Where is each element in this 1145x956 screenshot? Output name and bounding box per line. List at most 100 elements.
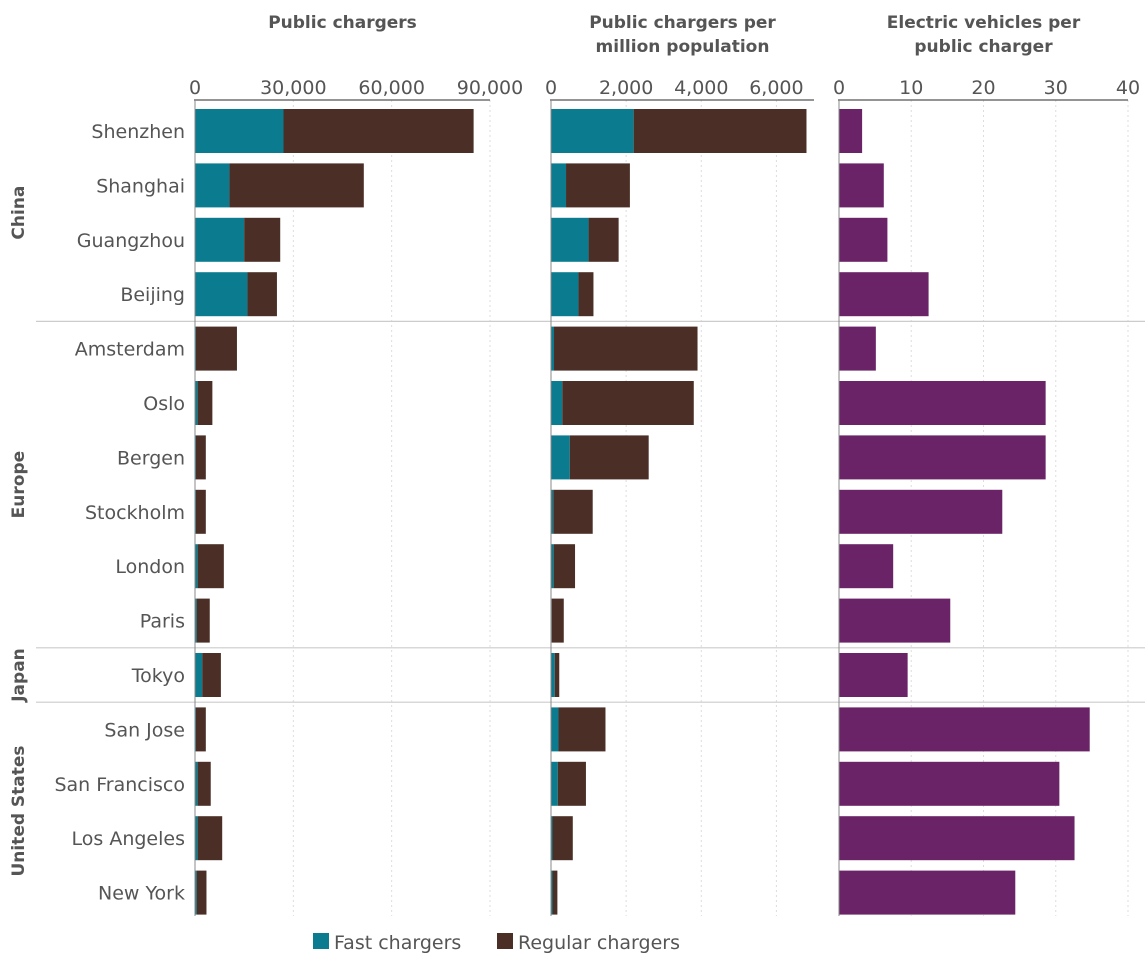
bar-chargers-per-million-san-jose-regular	[558, 707, 606, 752]
city-label-san-francisco: San Francisco	[54, 774, 185, 796]
bar-public-chargers-amsterdam-regular	[195, 326, 237, 371]
city-label-beijing: Beijing	[120, 284, 185, 306]
bar-chargers-per-million-stockholm-regular	[553, 489, 593, 534]
bar-public-chargers-paris-regular	[196, 598, 210, 643]
bar-public-chargers-beijing-regular	[247, 272, 277, 317]
legend-label-regular: Regular chargers	[518, 932, 680, 954]
tick-label-ev-per-charger-2: 20	[971, 77, 995, 99]
bar-public-chargers-san-francisco-fast	[195, 761, 198, 806]
city-label-shenzhen: Shenzhen	[91, 121, 185, 143]
bar-public-chargers-tokyo-regular	[202, 653, 221, 697]
panel-title-chargers-per-million-line-2: million population	[596, 37, 770, 57]
bar-layer	[195, 109, 1090, 915]
axis-layer: 0 30,000 60,000 90,000 0 2,000 4,000 6,000 0 10 20…	[189, 77, 1140, 916]
label-layer: Public chargers Public chargers per millio…	[9, 13, 1081, 905]
bar-chargers-per-million-amsterdam-regular	[554, 326, 698, 371]
tick-label-public-chargers-3: 90,000	[457, 77, 523, 99]
bar-public-chargers-paris-fast	[195, 598, 197, 643]
bar-chargers-per-million-los-angeles-regular	[552, 816, 573, 861]
bar-ev-per-charger-amsterdam-ev	[839, 326, 876, 371]
bar-chargers-per-million-amsterdam-fast	[551, 326, 555, 371]
bar-ev-per-charger-bergen-ev	[839, 435, 1046, 480]
bar-chargers-per-million-new-york-fast	[551, 870, 553, 915]
bar-chargers-per-million-tokyo-regular	[554, 653, 560, 697]
bar-ev-per-charger-stockholm-ev	[839, 489, 1003, 534]
bar-public-chargers-guangzhou-regular	[244, 217, 281, 262]
bar-ev-per-charger-san-francisco-ev	[839, 761, 1060, 806]
tick-label-public-chargers-0: 0	[189, 77, 201, 99]
tick-label-chargers-per-million-1: 2,000	[599, 77, 653, 99]
bar-ev-per-charger-oslo-ev	[839, 381, 1046, 425]
bar-ev-per-charger-paris-ev	[839, 598, 951, 643]
bar-chargers-per-million-shenzhen-regular	[633, 109, 807, 153]
bar-public-chargers-beijing-fast	[195, 272, 248, 317]
legend-label-fast: Fast chargers	[334, 932, 461, 954]
bar-chargers-per-million-shanghai-fast	[551, 163, 567, 208]
bar-chargers-per-million-london-fast	[551, 544, 554, 589]
tick-label-public-chargers-1: 30,000	[260, 77, 326, 99]
bar-ev-per-charger-san-jose-ev	[839, 707, 1090, 752]
bar-chargers-per-million-london-regular	[553, 544, 576, 589]
bar-chargers-per-million-stockholm-fast	[551, 489, 554, 534]
city-label-tokyo: Tokyo	[131, 665, 185, 687]
bar-chargers-per-million-new-york-regular	[552, 870, 558, 915]
tick-label-ev-per-charger-1: 10	[899, 77, 923, 99]
bar-chargers-per-million-oslo-regular	[562, 381, 694, 425]
bar-ev-per-charger-los-angeles-ev	[839, 816, 1075, 861]
bar-ev-per-charger-new-york-ev	[839, 870, 1016, 915]
bar-public-chargers-shanghai-fast	[195, 163, 230, 208]
city-label-oslo: Oslo	[143, 393, 185, 415]
bar-public-chargers-guangzhou-fast	[195, 217, 245, 262]
panel-title-ev-per-charger-line-2: public charger	[914, 37, 1053, 57]
bar-chargers-per-million-beijing-regular	[578, 272, 594, 317]
bar-public-chargers-san-francisco-regular	[197, 761, 211, 806]
city-label-shanghai: Shanghai	[96, 175, 185, 197]
bar-chargers-per-million-guangzhou-regular	[588, 217, 619, 262]
legend: Fast chargers Regular chargers	[313, 932, 680, 954]
bar-public-chargers-london-regular	[197, 544, 224, 589]
bar-chargers-per-million-san-jose-fast	[551, 707, 559, 752]
panel-title-ev-per-charger-line-1: Electric vehicles per	[887, 13, 1081, 33]
bar-public-chargers-stockholm-regular	[195, 489, 206, 534]
tick-label-ev-per-charger-4: 40	[1116, 77, 1140, 99]
bar-public-chargers-london-fast	[195, 544, 198, 589]
bar-chargers-per-million-shanghai-regular	[566, 163, 630, 208]
bar-ev-per-charger-shenzhen-ev	[839, 109, 863, 153]
city-label-guangzhou: Guangzhou	[77, 230, 185, 252]
tick-label-ev-per-charger-3: 30	[1044, 77, 1068, 99]
bar-chargers-per-million-bergen-fast	[551, 435, 570, 480]
group-dividers	[36, 320, 1145, 703]
bar-chargers-per-million-los-angeles-fast	[551, 816, 553, 861]
tick-label-ev-per-charger-0: 0	[833, 77, 845, 99]
tick-label-chargers-per-million-3: 6,000	[749, 77, 803, 99]
city-label-stockholm: Stockholm	[85, 502, 185, 524]
legend-swatch-fast	[313, 933, 329, 949]
region-label-united-states: United States	[9, 745, 29, 876]
bar-public-chargers-shenzhen-regular	[283, 109, 474, 153]
bar-ev-per-charger-beijing-ev	[839, 272, 929, 317]
bar-public-chargers-san-jose-regular	[195, 707, 206, 752]
tick-label-chargers-per-million-2: 4,000	[674, 77, 728, 99]
region-label-europe: Europe	[9, 451, 29, 518]
bar-public-chargers-bergen-regular	[195, 435, 206, 480]
city-label-new-york: New York	[98, 883, 185, 905]
bar-ev-per-charger-london-ev	[839, 544, 894, 589]
city-label-london: London	[115, 556, 185, 578]
bar-public-chargers-los-angeles-regular	[197, 816, 223, 861]
bar-public-chargers-new-york-fast	[195, 870, 197, 915]
bar-chargers-per-million-beijing-fast	[551, 272, 579, 317]
city-label-san-jose: San Jose	[104, 719, 185, 741]
bar-chargers-per-million-oslo-fast	[551, 381, 563, 425]
bar-chargers-per-million-san-francisco-fast	[551, 761, 558, 806]
bar-public-chargers-shanghai-regular	[229, 163, 364, 208]
tick-label-chargers-per-million-0: 0	[545, 77, 557, 99]
bar-chargers-per-million-paris-regular	[551, 598, 564, 643]
city-label-los-angeles: Los Angeles	[72, 828, 185, 850]
region-label-china: China	[9, 186, 29, 240]
bar-ev-per-charger-shanghai-ev	[839, 163, 884, 208]
bar-public-chargers-new-york-regular	[196, 870, 207, 915]
bar-public-chargers-oslo-regular	[197, 381, 213, 425]
bar-ev-per-charger-guangzhou-ev	[839, 217, 888, 262]
bar-public-chargers-oslo-fast	[195, 381, 198, 425]
